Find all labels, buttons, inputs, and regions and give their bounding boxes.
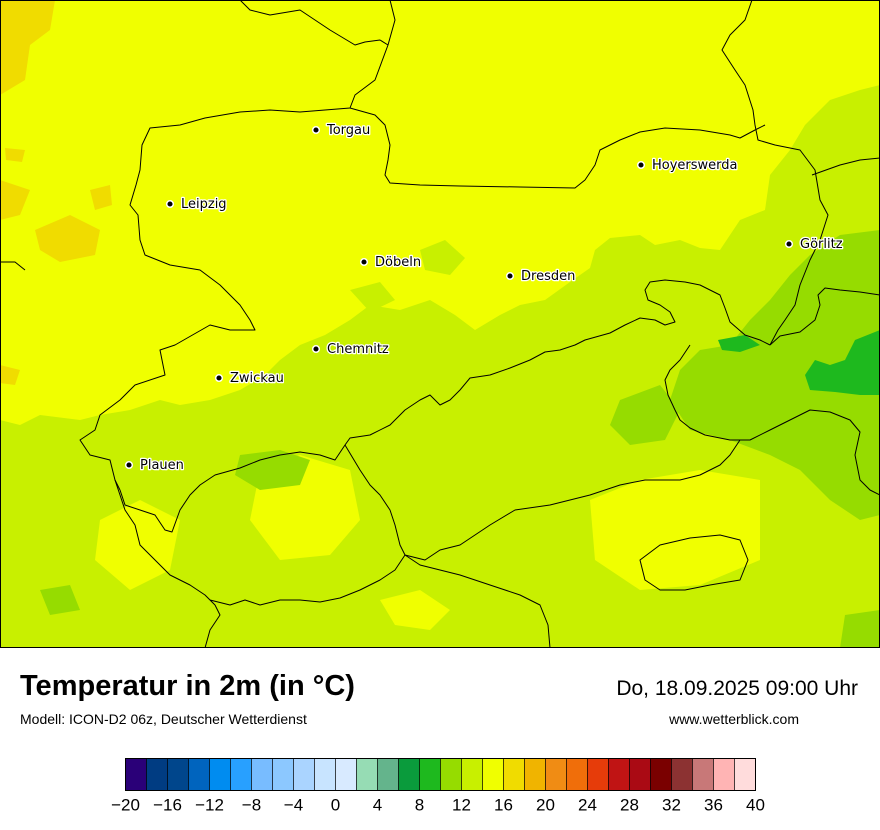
city-markers: Torgau Hoyerswerda Leipzig Görlitz Döbel…	[124, 122, 844, 474]
city-dot	[784, 239, 794, 249]
city-label: Chemnitz	[327, 342, 389, 357]
model-source: Modell: ICON-D2 06z, Deutscher Wetterdie…	[20, 711, 307, 727]
legend-swatch	[713, 758, 735, 791]
city-label: Zwickau	[230, 371, 284, 386]
city-label: Torgau	[326, 123, 370, 138]
temperature-field-cooler	[40, 230, 880, 648]
city-dot	[359, 257, 369, 267]
legend-swatch	[524, 758, 546, 791]
color-scale-legend: −20 −16 −12 −8 −4 0 4 8 12 16 20 24 28 32 36 40	[100, 752, 780, 822]
legend-tick-label: 4	[373, 796, 382, 815]
legend-swatch	[650, 758, 672, 791]
legend-swatch	[230, 758, 252, 791]
legend-swatch	[146, 758, 168, 791]
legend-swatch	[272, 758, 294, 791]
city-dot	[636, 160, 646, 170]
legend-tick-label: −16	[153, 796, 182, 815]
legend-swatch	[335, 758, 357, 791]
legend-swatch	[587, 758, 609, 791]
legend-tick-label: 12	[452, 796, 471, 815]
legend-swatch	[356, 758, 378, 791]
legend-swatch	[503, 758, 525, 791]
city-label: Plauen	[140, 458, 184, 473]
legend-swatch	[461, 758, 483, 791]
city-torgau[interactable]: Torgau	[311, 122, 372, 139]
legend-swatch	[629, 758, 651, 791]
border-lines	[0, 0, 880, 648]
legend-swatch	[293, 758, 315, 791]
city-label: Leipzig	[181, 197, 227, 212]
forecast-datetime: Do, 18.09.2025 09:00 Uhr	[616, 677, 858, 700]
city-dot	[505, 271, 515, 281]
legend-tick-labels: −20 −16 −12 −8 −4 0 4 8 12 16 20 24 28 32 36 40	[111, 796, 765, 815]
legend-tick-label: 28	[620, 796, 639, 815]
legend-frame	[125, 758, 756, 791]
city-zwickau[interactable]: Zwickau	[214, 370, 285, 387]
legend-swatch	[482, 758, 504, 791]
city-label: Dresden	[521, 269, 575, 284]
city-label: Görlitz	[800, 237, 843, 252]
city-dot	[214, 373, 224, 383]
legend-swatch	[692, 758, 714, 791]
city-leipzig[interactable]: Leipzig	[165, 196, 228, 213]
legend-tick-label: 40	[746, 796, 765, 815]
city-dot	[165, 199, 175, 209]
legend-swatch	[545, 758, 567, 791]
city-plauen[interactable]: Plauen	[124, 457, 185, 474]
legend-tick-label: 20	[536, 796, 555, 815]
website-link[interactable]: www.wetterblick.com	[669, 711, 799, 727]
legend-tick-label: −8	[242, 796, 261, 815]
city-doebeln[interactable]: Döbeln	[359, 254, 422, 271]
legend-swatch	[734, 758, 756, 791]
temperature-map: Torgau Hoyerswerda Leipzig Görlitz Döbel…	[0, 0, 880, 648]
legend-swatch	[608, 758, 630, 791]
legend-tick-label: −4	[284, 796, 303, 815]
legend-tick-label: −12	[195, 796, 224, 815]
legend-canvas: −20 −16 −12 −8 −4 0 4 8 12 16 20 24 28 32 36 40	[111, 758, 765, 815]
city-dresden[interactable]: Dresden	[505, 268, 577, 285]
legend-swatch	[209, 758, 231, 791]
city-dot	[311, 344, 321, 354]
legend-tick-label: 8	[415, 796, 424, 815]
legend-tick-label: 0	[331, 796, 340, 815]
legend-tick-label: 16	[494, 796, 513, 815]
city-label: Döbeln	[375, 255, 421, 270]
legend-swatch	[377, 758, 399, 791]
map-canvas: Torgau Hoyerswerda Leipzig Görlitz Döbel…	[0, 0, 880, 648]
city-hoyerswerda[interactable]: Hoyerswerda	[636, 157, 739, 174]
legend-swatches	[125, 758, 756, 791]
legend-swatch	[419, 758, 441, 791]
legend-swatch	[440, 758, 462, 791]
legend-tick-label: −20	[111, 796, 140, 815]
legend-swatch	[188, 758, 210, 791]
legend-swatch	[251, 758, 273, 791]
city-label: Hoyerswerda	[652, 158, 738, 173]
city-dot	[124, 460, 134, 470]
map-title: Temperatur in 2m (in °C)	[20, 670, 355, 702]
legend-swatch	[566, 758, 588, 791]
legend-swatch	[125, 758, 147, 791]
temperature-field-coldest	[718, 330, 880, 395]
legend-tick-label: 36	[704, 796, 723, 815]
legend-tick-label: 24	[578, 796, 597, 815]
legend-swatch	[671, 758, 693, 791]
city-goerlitz[interactable]: Görlitz	[784, 236, 844, 253]
legend-swatch	[398, 758, 420, 791]
city-chemnitz[interactable]: Chemnitz	[311, 341, 390, 358]
legend-swatch	[314, 758, 336, 791]
legend-swatch	[167, 758, 189, 791]
temperature-field-warm	[0, 0, 112, 385]
legend-tick-label: 32	[662, 796, 681, 815]
city-dot	[311, 125, 321, 135]
